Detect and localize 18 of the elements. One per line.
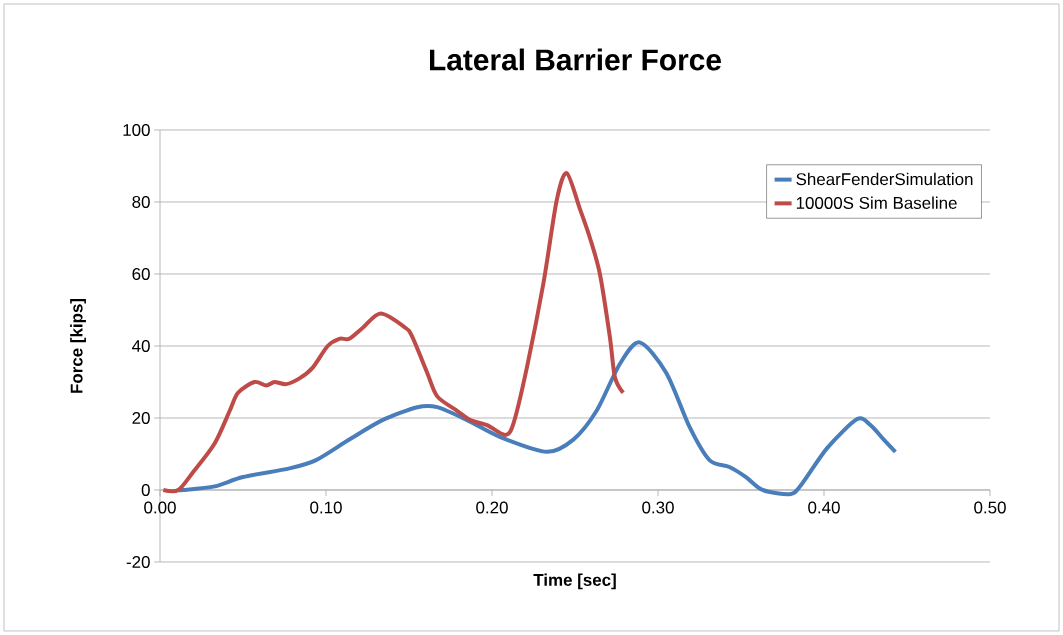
y-tick-label: 60 [132, 267, 150, 280]
y-tick-label: 20 [132, 411, 150, 424]
x-axis-title: Time [sec] [533, 573, 616, 590]
x-tick-label: 0.10 [310, 501, 342, 514]
chart-title: Lateral Barrier Force [429, 48, 721, 71]
y-tick-label: 0 [141, 483, 150, 496]
y-tick-label: 40 [132, 339, 150, 352]
legend-label: 10000S Sim Baseline [796, 196, 957, 209]
legend-label: ShearFenderSimulation [796, 172, 973, 186]
x-tick-label: 0.30 [642, 501, 674, 514]
y-tick-label: -20 [126, 555, 150, 568]
y-tick-label: 100 [123, 123, 150, 136]
x-tick-label: 0.40 [808, 501, 840, 514]
x-tick-label: 0.50 [974, 501, 1006, 514]
y-axis-title: Force [kips] [70, 298, 86, 393]
y-tick-label: 80 [132, 195, 150, 208]
x-tick-label: 0.00 [144, 501, 176, 514]
x-tick-label: 0.20 [476, 501, 508, 514]
